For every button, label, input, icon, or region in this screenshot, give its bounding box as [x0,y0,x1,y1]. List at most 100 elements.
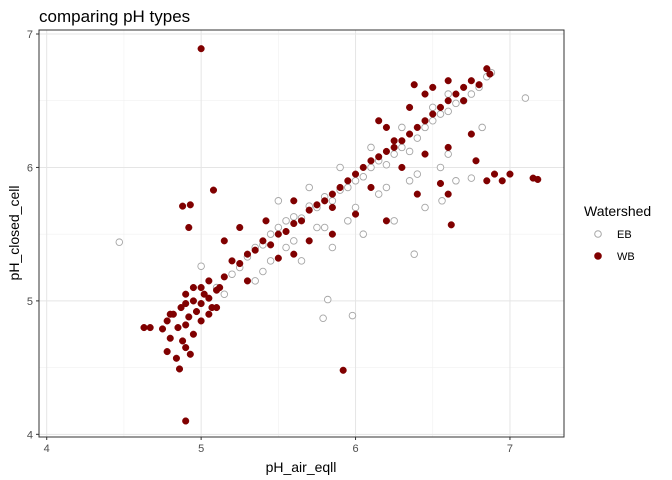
wb-point [436,179,445,188]
wb-point [444,77,452,85]
eb-point [382,161,391,169]
legend: Watershed EB WB [584,203,651,263]
wb-point [390,137,398,145]
eb-point [274,197,283,205]
wb-point [182,300,190,308]
series-wb-points [140,45,542,425]
wb-point [490,170,499,178]
wb-point [259,237,267,245]
wb-point [220,273,228,281]
eb-point [398,143,406,152]
wb-point [179,202,187,210]
wb-point [185,223,193,232]
wb-point [321,197,329,205]
wb-point [290,250,298,258]
wb-point [328,203,336,212]
wb-point [166,334,174,342]
eb-point [328,197,337,205]
eb-point [413,134,422,142]
wb-point [197,283,205,292]
wb-point [236,223,244,232]
wb-point [398,137,406,145]
eb-point [421,123,429,132]
eb-point [390,217,398,225]
eb-point [328,243,337,252]
wb-point [228,257,236,265]
wb-point [163,317,171,325]
y-tick-label: 5 [27,296,33,308]
wb-point [344,177,352,185]
wb-point [189,330,197,338]
wb-point [460,97,468,105]
legend-title: Watershed [584,203,651,219]
eb-point [444,90,452,98]
wb-point [166,310,174,318]
wb-point [243,250,252,258]
eb-point [438,197,446,205]
eb-point [351,203,360,212]
wb-point [182,321,190,329]
wb-point [498,177,506,185]
wb-point [197,45,205,53]
eb-point [351,177,360,185]
wb-point [467,77,475,85]
wb-point [444,190,452,198]
eb-point [336,163,344,172]
eb-point [115,238,124,246]
wb-point [305,206,313,214]
eb-point [452,99,460,108]
wb-point [243,277,252,285]
wb-point [209,186,218,194]
wb-point [179,337,187,345]
eb-point [436,163,445,172]
wb-point [367,157,375,165]
wb-point [174,324,182,332]
eb-point [444,107,452,116]
eb-point [344,183,352,192]
axis-ticks: 4 5 6 7 4 5 6 7 [27,29,513,455]
y-tick-label: 4 [27,429,33,441]
x-axis-title: pH_air_eqll [266,459,337,475]
y-axis-title: pH_closed_cell [6,186,22,281]
eb-point [467,90,476,98]
wb-point [205,294,213,302]
eb-point [320,223,329,232]
eb-point [436,110,445,118]
eb-point [429,116,437,125]
wb-point [452,90,460,98]
wb-point [483,65,491,73]
eb-point [282,217,290,225]
eb-point [220,290,229,298]
eb-point [290,237,298,245]
eb-point [197,262,205,270]
wb-point [305,237,313,245]
eb-point [390,150,398,158]
wb-point [177,304,185,312]
eb-point [367,143,375,152]
wb-point [216,283,224,292]
wb-point [406,103,414,111]
wb-point [421,90,429,98]
eb-point [405,147,414,156]
wb-point [297,217,306,225]
x-tick-label: 6 [352,443,358,455]
wb-point [460,83,468,91]
eb-point [274,223,283,232]
wb-point [182,344,190,352]
wb-point [205,277,213,285]
wb-point [328,190,336,198]
eb-point [282,243,290,252]
wb-point [290,197,298,205]
wb-point [436,103,445,111]
wb-point [472,157,480,165]
eb-point [421,203,429,212]
wb-point [158,325,167,333]
eb-point [405,177,414,185]
wb-point [185,313,193,321]
eb-point [290,213,298,221]
wb-point [175,365,184,373]
wb-point [262,217,270,225]
wb-point [200,290,208,298]
eb-point [478,123,486,132]
x-tick-label: 5 [198,443,204,455]
